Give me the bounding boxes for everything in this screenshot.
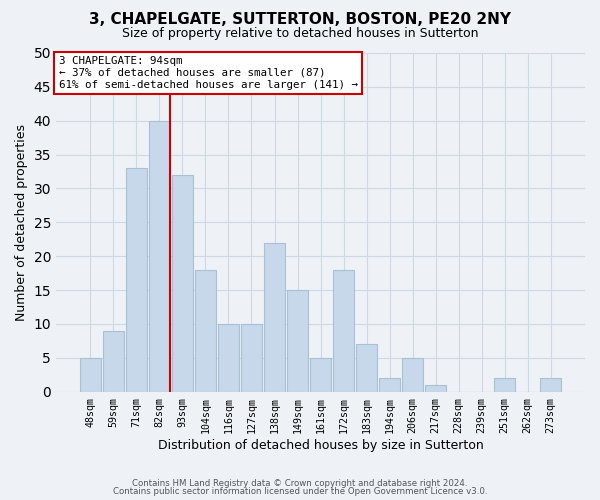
Y-axis label: Number of detached properties: Number of detached properties xyxy=(15,124,28,321)
Bar xyxy=(126,168,147,392)
Bar xyxy=(540,378,561,392)
Text: Contains public sector information licensed under the Open Government Licence v3: Contains public sector information licen… xyxy=(113,487,487,496)
Text: 3, CHAPELGATE, SUTTERTON, BOSTON, PE20 2NY: 3, CHAPELGATE, SUTTERTON, BOSTON, PE20 2… xyxy=(89,12,511,28)
Bar xyxy=(218,324,239,392)
Bar xyxy=(264,242,285,392)
Bar xyxy=(356,344,377,392)
Bar xyxy=(494,378,515,392)
Bar xyxy=(241,324,262,392)
Bar xyxy=(310,358,331,392)
Bar xyxy=(195,270,216,392)
Text: Contains HM Land Registry data © Crown copyright and database right 2024.: Contains HM Land Registry data © Crown c… xyxy=(132,478,468,488)
Bar xyxy=(425,385,446,392)
Text: Size of property relative to detached houses in Sutterton: Size of property relative to detached ho… xyxy=(122,28,478,40)
Bar xyxy=(80,358,101,392)
Bar xyxy=(172,175,193,392)
Bar xyxy=(149,120,170,392)
Bar xyxy=(103,330,124,392)
X-axis label: Distribution of detached houses by size in Sutterton: Distribution of detached houses by size … xyxy=(158,440,484,452)
Bar xyxy=(287,290,308,392)
Text: 3 CHAPELGATE: 94sqm
← 37% of detached houses are smaller (87)
61% of semi-detach: 3 CHAPELGATE: 94sqm ← 37% of detached ho… xyxy=(59,56,358,90)
Bar xyxy=(402,358,423,392)
Bar xyxy=(379,378,400,392)
Bar xyxy=(333,270,354,392)
